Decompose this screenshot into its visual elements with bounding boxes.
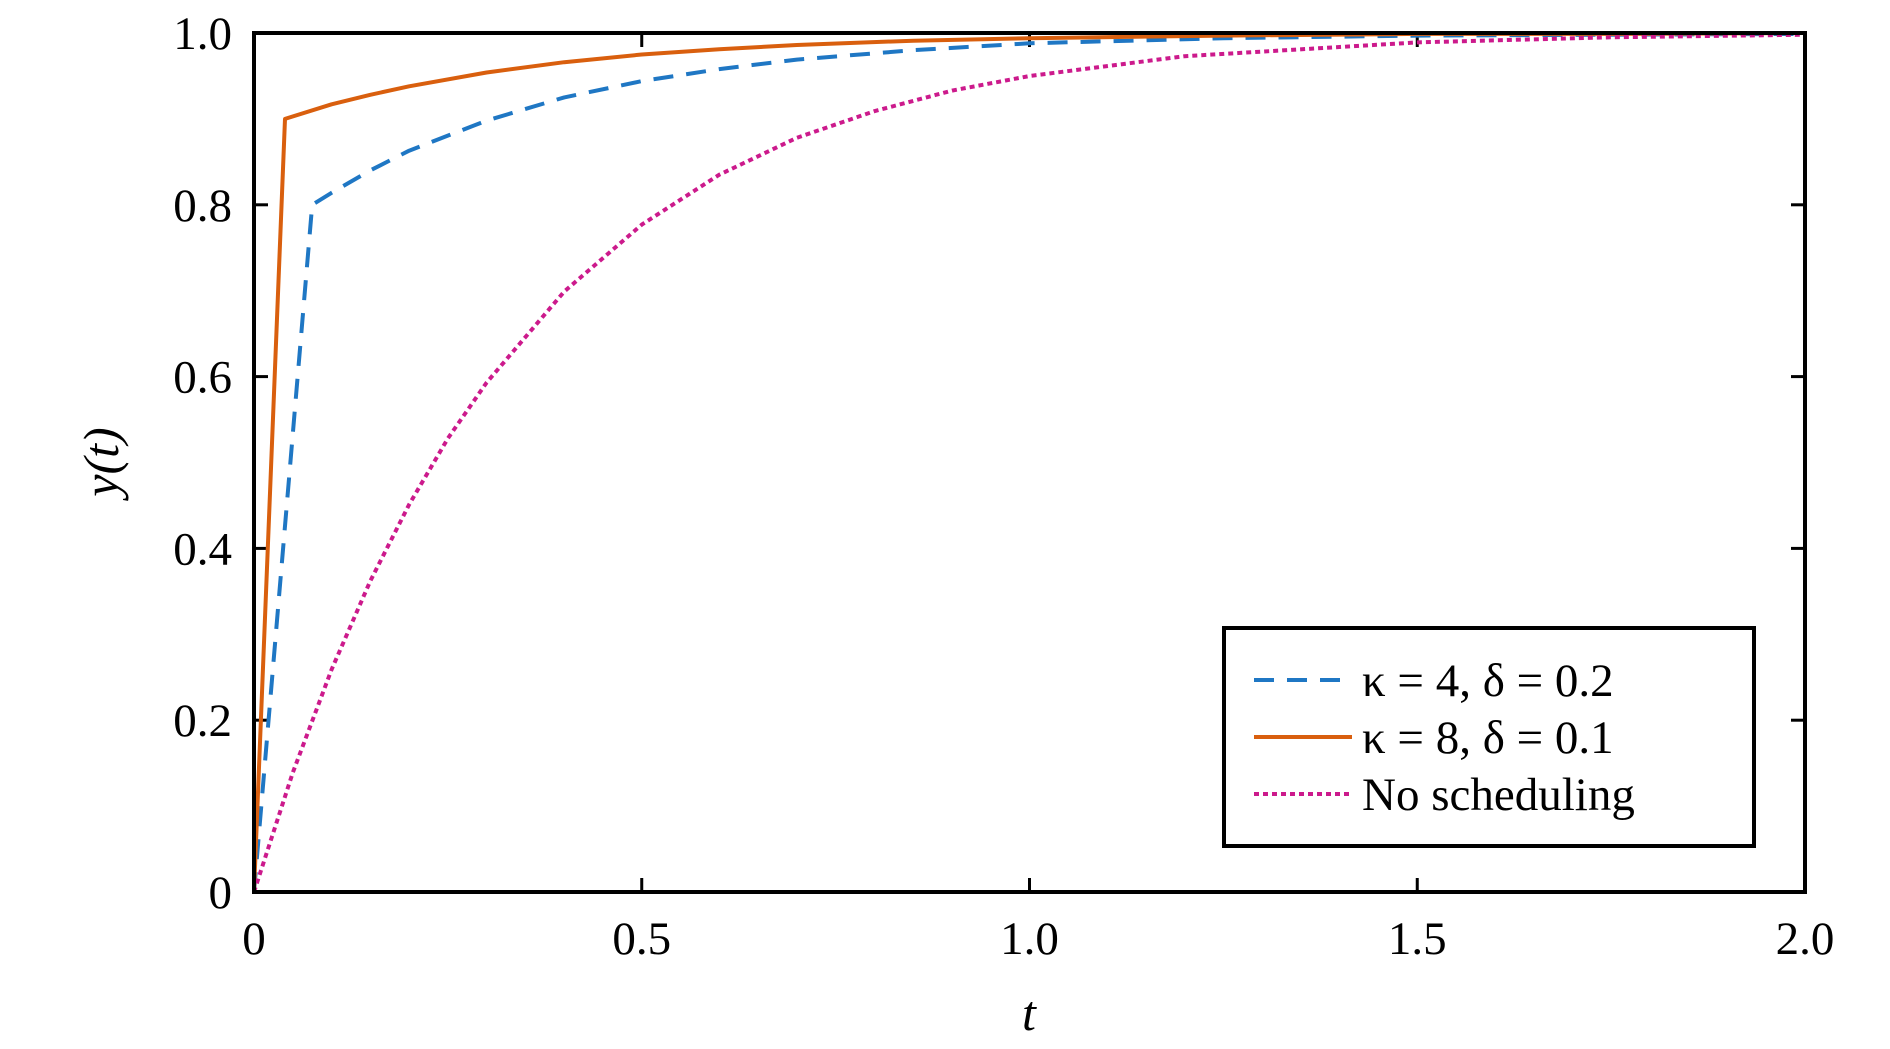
legend-label-0: κ = 4, δ = 0.2 (1362, 655, 1614, 707)
y-tick-label: 0.2 (173, 695, 232, 747)
x-tick-label: 1.5 (1388, 913, 1447, 965)
y-tick-label: 1.0 (173, 8, 232, 60)
y-axis-label: y(t) (73, 427, 129, 501)
y-tick-label: 0.6 (173, 352, 232, 404)
y-tick-label: 0.4 (173, 523, 232, 575)
x-axis-label: t (1022, 985, 1037, 1041)
series-line-2 (252, 32, 1806, 893)
ticks-layer: 0 0.5 1.0 1.5 2.0 0 0.2 0.4 0.6 0.8 1.0 (173, 8, 1834, 965)
y-tick-label: 0 (209, 867, 233, 919)
series-line-0 (252, 31, 1806, 893)
x-tick-label: 0.5 (612, 913, 671, 965)
legend: κ = 4, δ = 0.2κ = 8, δ = 0.1No schedulin… (1222, 626, 1756, 848)
legend-label-2: No scheduling (1362, 769, 1635, 821)
plot-frame (252, 31, 1807, 894)
y-tick-label: 0.8 (173, 180, 232, 232)
x-tick-label: 0 (242, 913, 266, 965)
x-tick-label: 1.0 (1000, 913, 1059, 965)
x-tick-label: 2.0 (1776, 913, 1835, 965)
legend-label-1: κ = 8, δ = 0.1 (1362, 712, 1614, 764)
